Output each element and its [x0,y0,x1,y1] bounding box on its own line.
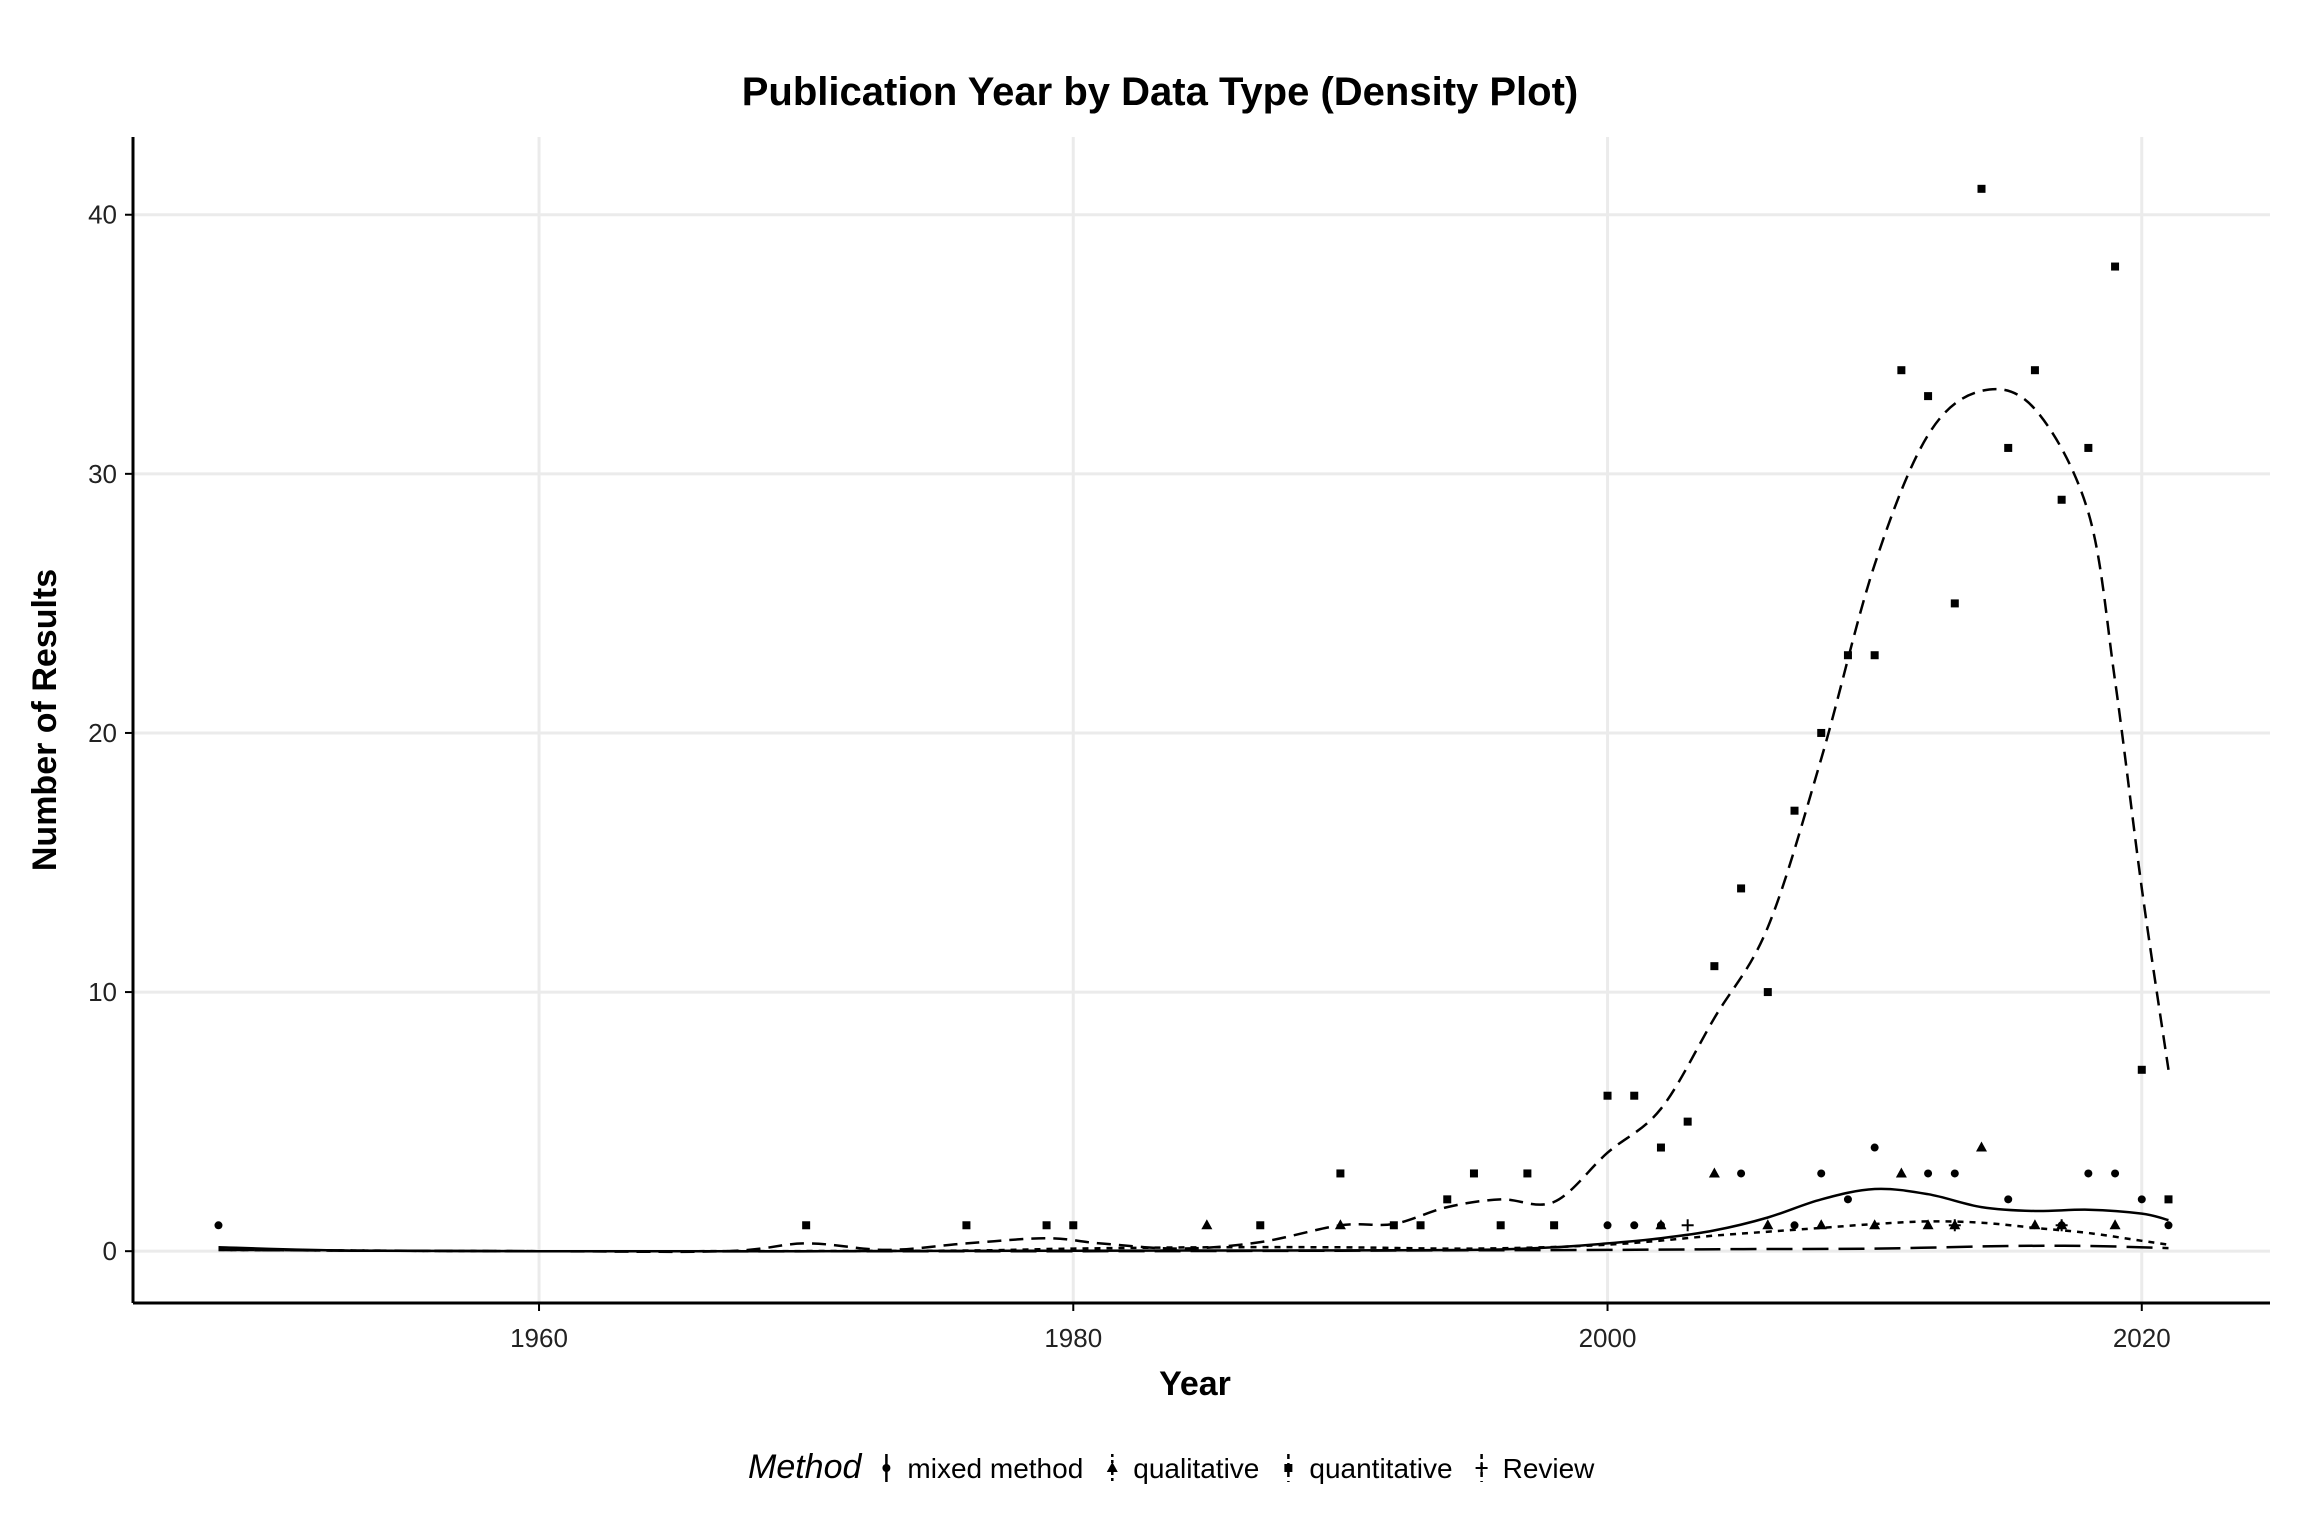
density-lines [218,387,2170,1254]
quantitative-point [1843,651,1852,660]
mixed-method-point [2164,1221,2173,1230]
quantitative-point [2057,495,2066,504]
qualitative-density-line [218,1220,2169,1253]
quantitative-point [1790,806,1799,815]
legend-key-quantitative [1284,1454,1293,1482]
mixed-method-point [1817,1169,1826,1178]
x-tick-label: 1980 [1044,1323,1102,1353]
qualitative-point [1762,1219,1774,1230]
mixed-method-point [1603,1221,1612,1230]
qualitative-point [1895,1167,1907,1178]
y-axis-title: Number of Results [26,569,64,871]
quantitative-point [1817,728,1826,737]
mixed-method-point [1843,1195,1852,1204]
legend-key-qualitative [1106,1454,1118,1482]
quantitative-point [1897,366,1906,375]
review-point [2055,1219,2068,1232]
quantitative-point [2164,1195,2173,1204]
quantitative-point [1763,988,1772,997]
data-points [214,184,2173,1232]
quantitative-point [1550,1221,1559,1230]
legend-marker-qualitative [1106,1462,1118,1472]
legend-label-quantitative: quantitative [1309,1453,1452,1484]
mixed-method-point [2111,1169,2120,1178]
x-tick-label: 2020 [2113,1323,2171,1353]
quantitative-point [1737,884,1746,893]
mixed-method-point [214,1221,223,1230]
legend-key-review [1475,1454,1488,1482]
axes [131,137,2270,1305]
y-tick-label: 20 [88,718,117,748]
quantitative-point [1924,392,1933,401]
quantitative-point [1256,1221,1265,1230]
y-tick-label: 40 [88,200,117,230]
review-density-line [218,1244,2169,1253]
mixed-method-point [1630,1221,1639,1230]
quantitative-point [1683,1117,1692,1126]
quantitative-point [2111,262,2120,271]
quantitative-point [1977,184,1986,193]
x-tick-label: 1960 [510,1323,568,1353]
quantitative-point [1710,962,1719,971]
x-axis-title: Year [1159,1365,1231,1403]
qualitative-point [2109,1219,2121,1230]
legend-label-review: Review [1503,1453,1596,1484]
mixed-method-point [1950,1169,1959,1178]
legend-key-mixed-method [882,1454,891,1482]
quantitative-point [1523,1169,1532,1178]
review-point [1948,1219,1961,1232]
qualitative-point [1655,1219,1667,1230]
quantitative-point [2084,443,2093,452]
quantitative-point [1416,1221,1425,1230]
quantitative-point [1603,1091,1612,1100]
quantitative-point [1469,1169,1478,1178]
quantitative-point [1042,1221,1051,1230]
chart-title: Publication Year by Data Type (Density P… [742,70,1579,114]
mixed-method-point [1737,1169,1746,1178]
quantitative-point [1336,1169,1345,1178]
x-tick-label: 2000 [1579,1323,1637,1353]
qualitative-point [1815,1219,1827,1230]
quantitative-point [2030,366,2039,375]
quantitative-point [1870,651,1879,660]
quantitative-point [1656,1143,1665,1152]
quantitative-point [1069,1221,1078,1230]
y-tick-label: 30 [88,459,117,489]
quantitative-density-line [218,387,2170,1254]
qualitative-point [2029,1219,2041,1230]
quantitative-point [2137,1065,2146,1074]
legend: Method mixed method qualitative quantitati… [748,1448,1595,1486]
legend-marker-mixed-method [882,1464,891,1472]
quantitative-point [1496,1221,1505,1230]
mixed-method-point [2084,1169,2093,1178]
qualitative-point [1922,1219,1934,1230]
quantitative-point [1950,599,1959,608]
quantitative-point [2004,443,2013,452]
tick-labels: 1960 1980 2000 2020 0 10 20 30 40 [88,200,2171,1353]
mixed-method-point [2004,1195,2013,1204]
mixed-method-point [1870,1143,1879,1152]
review-point [1681,1219,1694,1232]
quantitative-point [1389,1221,1398,1230]
mixed-method-point [1790,1221,1799,1230]
legend-title: Method [748,1448,862,1486]
qualitative-point [1201,1219,1213,1230]
quantitative-point [1443,1195,1452,1204]
mixed-method-point [2137,1195,2146,1204]
legend-label-qualitative: qualitative [1133,1453,1259,1484]
y-tick-label: 0 [103,1236,117,1266]
quantitative-point [962,1221,971,1230]
y-tick-label: 10 [88,977,117,1007]
quantitative-point [1630,1091,1639,1100]
legend-label-mixed-method: mixed method [907,1453,1083,1484]
legend-marker-review [1475,1462,1488,1474]
quantitative-point [802,1221,811,1230]
mixed-method-point [1924,1169,1933,1178]
qualitative-point [1869,1219,1881,1230]
legend-marker-quantitative [1284,1464,1293,1472]
qualitative-point [1334,1219,1346,1230]
qualitative-point [1708,1167,1720,1178]
qualitative-point [1976,1141,1988,1152]
